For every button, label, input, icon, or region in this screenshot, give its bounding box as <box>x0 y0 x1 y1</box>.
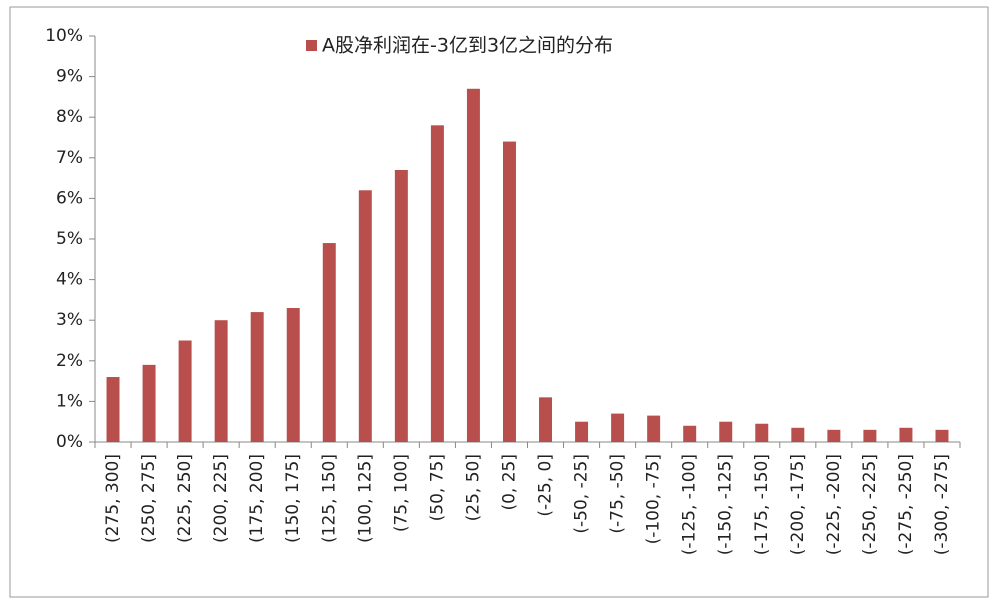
chart-frame <box>9 6 989 598</box>
x-tick-label: (-75, -50] <box>608 454 628 534</box>
x-tick-label: (-225, -200] <box>824 454 844 555</box>
x-tick-label: (-100, -75] <box>644 454 664 544</box>
x-tick-label: (50, 75] <box>427 454 447 521</box>
bar <box>827 429 841 442</box>
x-tick-label: (-250, -225] <box>860 454 880 555</box>
x-tick-label: (-50, -25] <box>572 454 592 534</box>
y-tick-label: 8% <box>56 107 83 127</box>
bar <box>358 190 372 442</box>
x-tick-label: (150, 175] <box>283 454 303 543</box>
y-tick-label: 3% <box>56 310 83 330</box>
legend-label: A股净利润在-3亿到3亿之间的分布 <box>322 35 613 57</box>
bar <box>214 320 228 442</box>
bar <box>575 421 589 442</box>
bar <box>394 169 408 443</box>
y-tick-label: 5% <box>56 229 83 249</box>
y-tick-label: 6% <box>56 188 83 208</box>
bar <box>322 243 336 442</box>
y-tick-label: 2% <box>56 351 83 371</box>
x-tick-label: (225, 250] <box>175 454 195 543</box>
bar <box>935 429 949 442</box>
x-tick-label: (0, 25] <box>499 454 519 511</box>
y-tick-label: 10% <box>45 26 83 46</box>
bar <box>719 421 733 442</box>
x-tick-label: (-275, -250] <box>896 454 916 555</box>
x-tick-label: (125, 150] <box>319 454 339 543</box>
bar <box>647 415 661 442</box>
bar <box>502 141 516 442</box>
x-tick-label: (25, 50] <box>463 454 483 521</box>
x-tick-label: (250, 275] <box>139 454 159 543</box>
x-tick-label: (-300, -275] <box>932 454 952 555</box>
bar <box>178 340 192 442</box>
bar <box>286 308 300 442</box>
bar <box>683 425 697 442</box>
bar <box>250 312 264 442</box>
y-tick-label: 7% <box>56 148 83 168</box>
x-tick-label: (75, 100] <box>391 454 411 532</box>
x-tick-label: (-125, -100] <box>680 454 700 555</box>
bar <box>611 413 625 442</box>
x-tick-label: (200, 225] <box>211 454 231 543</box>
x-tick-label: (-200, -175] <box>788 454 808 555</box>
y-tick-label: 9% <box>56 67 83 87</box>
x-tick-label: (-150, -125] <box>716 454 736 555</box>
y-tick-label: 0% <box>56 432 83 452</box>
bar <box>430 125 444 442</box>
bar <box>755 423 769 442</box>
legend-swatch <box>306 40 317 51</box>
bar <box>539 397 553 442</box>
x-tick-label: (275, 300] <box>103 454 123 543</box>
y-tick-label: 1% <box>56 391 83 411</box>
bar <box>142 364 156 442</box>
bar <box>791 427 805 442</box>
x-tick-label: (-175, -150] <box>752 454 772 555</box>
bar <box>106 377 120 442</box>
bar <box>466 88 480 442</box>
bar <box>863 429 877 442</box>
bar <box>899 427 913 442</box>
x-tick-label: (-25, 0] <box>536 454 556 517</box>
x-tick-label: (175, 200] <box>247 454 267 543</box>
y-tick-label: 4% <box>56 270 83 290</box>
x-tick-label: (100, 125] <box>355 454 375 543</box>
